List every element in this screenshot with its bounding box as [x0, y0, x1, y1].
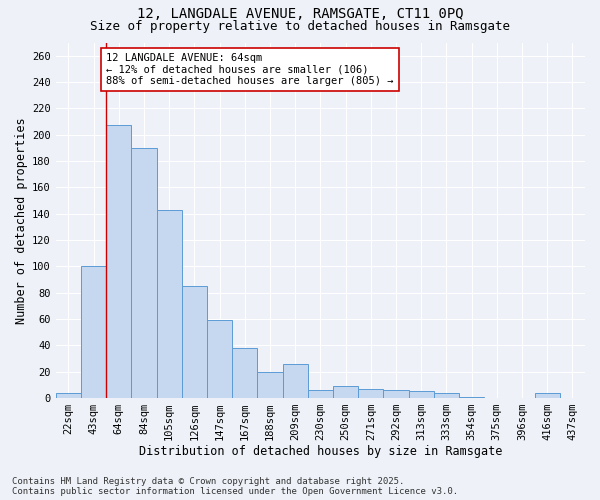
Bar	[106, 126, 131, 398]
Text: Contains HM Land Registry data © Crown copyright and database right 2025.
Contai: Contains HM Land Registry data © Crown c…	[12, 476, 458, 496]
Bar	[283, 364, 308, 398]
Bar	[409, 392, 434, 398]
Bar	[308, 390, 333, 398]
Bar	[131, 148, 157, 398]
Bar	[535, 392, 560, 398]
Bar	[232, 348, 257, 398]
Bar	[383, 390, 409, 398]
Bar	[257, 372, 283, 398]
Bar	[81, 266, 106, 398]
Bar	[157, 210, 182, 398]
Bar	[56, 392, 81, 398]
Y-axis label: Number of detached properties: Number of detached properties	[15, 117, 28, 324]
Bar	[182, 286, 207, 398]
Bar	[434, 392, 459, 398]
Text: 12 LANGDALE AVENUE: 64sqm
← 12% of detached houses are smaller (106)
88% of semi: 12 LANGDALE AVENUE: 64sqm ← 12% of detac…	[106, 53, 394, 86]
Bar	[207, 320, 232, 398]
Text: 12, LANGDALE AVENUE, RAMSGATE, CT11 0PQ: 12, LANGDALE AVENUE, RAMSGATE, CT11 0PQ	[137, 8, 463, 22]
Text: Size of property relative to detached houses in Ramsgate: Size of property relative to detached ho…	[90, 20, 510, 33]
Bar	[358, 389, 383, 398]
Bar	[333, 386, 358, 398]
X-axis label: Distribution of detached houses by size in Ramsgate: Distribution of detached houses by size …	[139, 444, 502, 458]
Bar	[459, 396, 484, 398]
